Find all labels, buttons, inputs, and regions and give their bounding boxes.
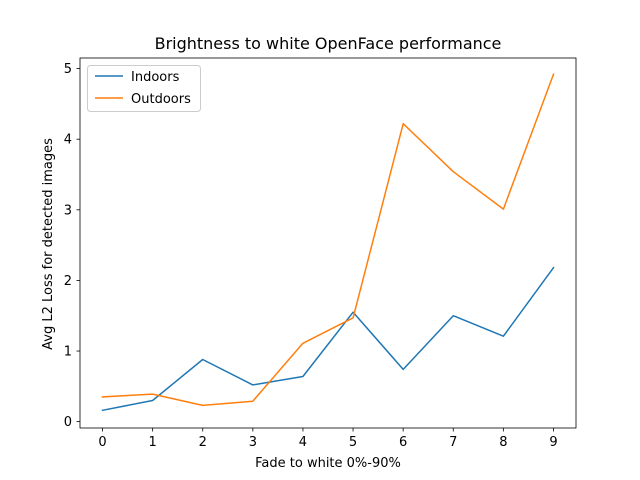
y-tick-label: 2	[64, 274, 72, 289]
x-tick-label: 9	[549, 435, 557, 450]
chart-title: Brightness to white OpenFace performance	[155, 34, 502, 53]
legend-box	[87, 65, 201, 112]
y-tick-label: 3	[64, 203, 72, 218]
plot-area: 0 1 2 3 4 5 6 7 8 9 0 1 2 3 4 5	[64, 57, 577, 450]
y-tick-label: 4	[64, 133, 72, 148]
x-tick-label: 3	[249, 435, 257, 450]
x-tick-label: 7	[449, 435, 457, 450]
x-tick-label: 8	[499, 435, 507, 450]
x-tick-label: 5	[349, 435, 357, 450]
legend-label-outdoors: Outdoors	[131, 92, 191, 107]
series-line-outdoors	[101, 73, 555, 407]
x-tick-label: 4	[299, 435, 307, 450]
x-axis-label: Fade to white 0%-90%	[255, 456, 401, 471]
x-tick-label: 1	[149, 435, 157, 450]
legend-label-indoors: Indoors	[131, 70, 180, 85]
y-axis-label: Avg L2 Loss for detected images	[41, 138, 56, 350]
x-tick-label: 6	[399, 435, 407, 450]
y-tick-label: 5	[64, 62, 72, 77]
axes-frame	[79, 57, 577, 429]
y-tick-label: 1	[64, 345, 72, 360]
y-tick-label: 0	[64, 415, 72, 430]
x-tick-label: 2	[199, 435, 207, 450]
series-line-indoors	[101, 266, 555, 412]
x-tick-label: 0	[98, 435, 106, 450]
legend: Indoors Outdoors	[87, 65, 201, 112]
